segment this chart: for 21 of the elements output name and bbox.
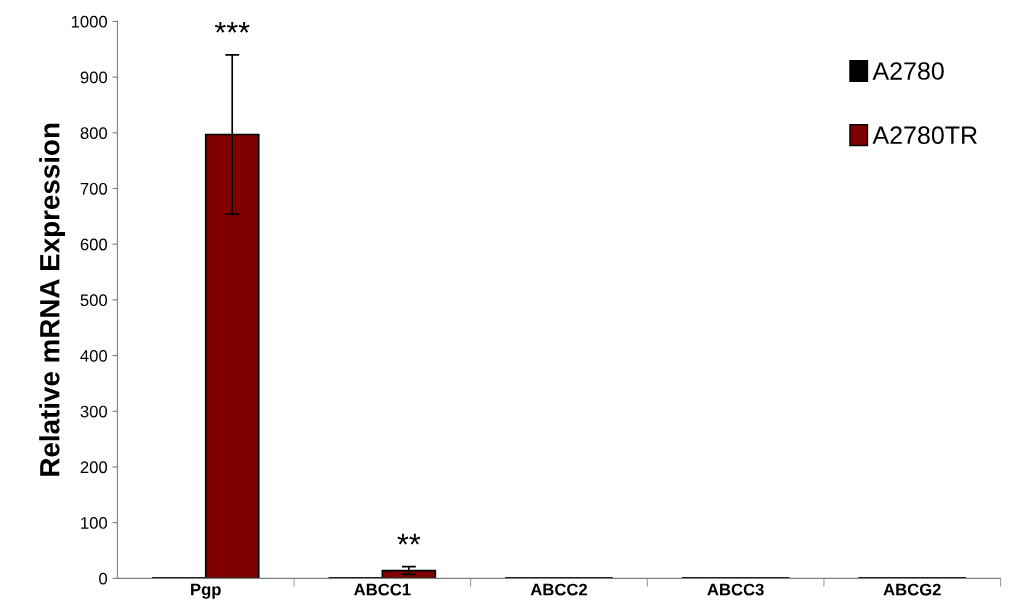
- x-tick-label: ABCC1: [354, 583, 411, 596]
- y-tick-label: 200: [80, 461, 108, 474]
- annotation: ***: [214, 21, 250, 33]
- y-tick-label: 400: [80, 349, 108, 362]
- y-tick-label: 0: [99, 572, 108, 585]
- y-tick-label: 100: [81, 517, 108, 529]
- y-tick-label: 700: [80, 182, 108, 195]
- y-tick-label: 800: [80, 127, 108, 140]
- y-tick-label: 900: [80, 71, 108, 84]
- x-tick-label: Pgp: [191, 583, 221, 599]
- x-tick-label: ABCC3: [707, 583, 764, 596]
- annotation: **: [397, 533, 421, 545]
- y-tick-label: 500: [80, 294, 108, 307]
- x-tick-label: ABCC2: [530, 583, 588, 596]
- y-tick-label: 600: [80, 238, 108, 251]
- x-tick-label: ABCG2: [883, 583, 941, 596]
- legend-label: A2780TR: [872, 126, 977, 145]
- y-axis-title: Relative mRNA Expression: [39, 123, 66, 476]
- y-tick-label: 300: [80, 405, 108, 418]
- legend-label: A2780: [872, 62, 944, 80]
- y-tick-label: 1000: [71, 15, 108, 28]
